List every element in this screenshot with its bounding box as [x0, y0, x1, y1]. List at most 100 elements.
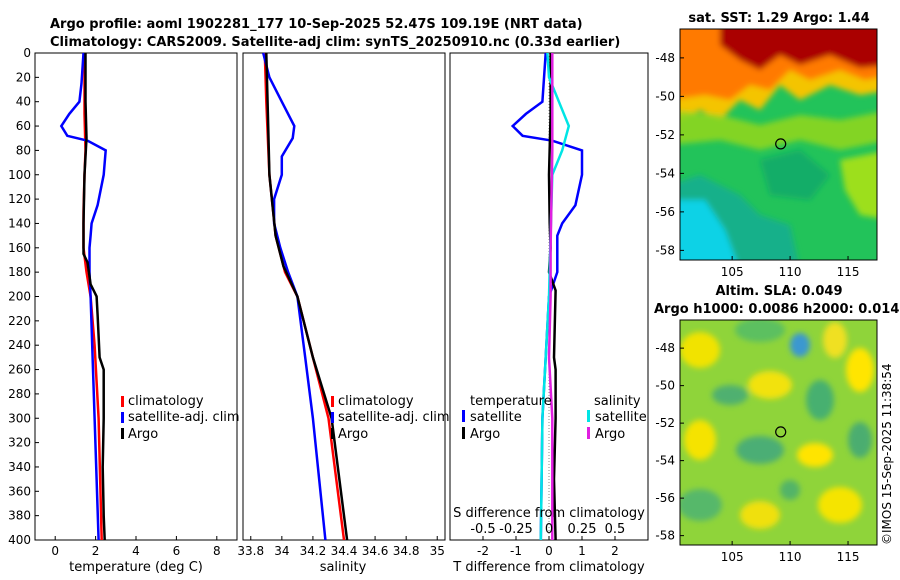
depth-tick-label: 320 — [8, 436, 31, 450]
depth-tick-label: 300 — [8, 411, 31, 425]
s-tick-label: 0.25 — [568, 522, 597, 537]
map-y-tick-label: -54 — [655, 166, 675, 180]
sst-map-panel: sat. SST: 1.29 Argo: 1.44 105 110 115 -48-… — [655, 11, 878, 279]
map-x-tick-label: 105 — [721, 550, 744, 564]
figure-title-line1: Argo profile: aoml 1902281_177 10-Sep-20… — [50, 17, 583, 32]
figure-title-line2: Climatology: CARS2009. Satellite-adj cli… — [50, 35, 620, 50]
sst-map-x-ticks: 105 110 115 — [721, 256, 860, 279]
x-tick-label: -1 — [510, 544, 522, 558]
legend-swatch-argo — [121, 428, 124, 439]
sla-map-x-ticks: 105 110 115 — [721, 541, 860, 564]
map-y-tick-label: -48 — [655, 51, 675, 65]
legend-swatch-satellite — [331, 412, 334, 423]
legend-swatch-s-satellite — [587, 410, 590, 422]
x-tick-label: 1 — [578, 544, 586, 558]
map-x-tick-label: 105 — [721, 265, 744, 279]
x-tick-label: 35 — [430, 544, 445, 558]
map-y-tick-label: -58 — [655, 529, 675, 543]
sst-map-title: sat. SST: 1.29 Argo: 1.44 — [688, 11, 869, 26]
s-tick-label: 0 — [545, 522, 553, 537]
sla-map-image — [680, 320, 877, 545]
depth-tick-label: 240 — [8, 338, 31, 352]
map-y-tick-label: -50 — [655, 89, 675, 103]
x-tick-label: 33.8 — [237, 544, 264, 558]
salinity-axes-frame — [242, 52, 446, 541]
s-tick-label: -0.25 — [499, 522, 533, 537]
x-tick-label: 34.6 — [362, 544, 389, 558]
sla-map-subtitle: Argo h1000: 0.0086 h2000: 0.014 — [654, 302, 899, 317]
legend-label-s-argo: Argo — [595, 427, 625, 442]
depth-tick-label: 180 — [8, 265, 31, 279]
map-y-tick-label: -54 — [655, 454, 675, 468]
x-tick-label: 0 — [51, 544, 59, 558]
depth-tick-label: 400 — [8, 533, 31, 547]
s-difference-label: S difference from climatology — [453, 506, 645, 521]
salinity-argo-line — [547, 53, 554, 540]
x-tick-label: 4 — [132, 544, 140, 558]
difference-panel: -2 -1 0 1 2 T difference from climatology S … — [449, 52, 649, 575]
temperature-x-ticks: 0 2 4 6 8 — [51, 536, 221, 558]
depth-tick-label: 260 — [8, 363, 31, 377]
depth-tick-label: 60 — [16, 119, 31, 133]
argo-line — [265, 52, 349, 541]
depth-tick-label: 280 — [8, 387, 31, 401]
difference-legend-salinity: salinity satellite Argo — [587, 394, 647, 442]
difference-xlabel: T difference from climatology — [452, 560, 645, 575]
depth-tick-label: 160 — [8, 241, 31, 255]
depth-tick-label: 220 — [8, 314, 31, 328]
x-tick-label: 2 — [611, 544, 619, 558]
temperature-argo-line — [547, 53, 557, 541]
argo-float-marker — [775, 138, 787, 150]
imos-credit: ©IMOS 15-Sep-2025 11:38:54 — [880, 363, 894, 545]
map-y-tick-label: -52 — [655, 128, 675, 142]
legend-swatch-t-argo — [462, 427, 465, 439]
s-tick-label: -0.5 — [470, 522, 495, 537]
temperature-xlabel: temperature (deg C) — [69, 560, 203, 575]
sst-map-image — [680, 29, 877, 260]
legend-label-t-argo: Argo — [470, 427, 500, 442]
difference-series — [510, 52, 584, 541]
depth-tick-label: 20 — [16, 70, 31, 84]
x-tick-label: 34 — [274, 544, 289, 558]
x-tick-label: 8 — [213, 544, 221, 558]
legend-swatch-s-argo — [587, 427, 590, 439]
x-tick-label: 6 — [173, 544, 181, 558]
x-tick-label: 0 — [545, 544, 553, 558]
argo-float-marker — [775, 426, 787, 438]
legend-label-argo: Argo — [128, 427, 158, 442]
temperature-panel: 0204060801001201401601802002202402602803… — [8, 46, 240, 575]
map-x-tick-label: 115 — [837, 265, 860, 279]
map-y-tick-label: -56 — [655, 491, 675, 505]
depth-tick-label: 0 — [23, 46, 31, 60]
legend-label-satellite: satellite-adj. clim — [128, 410, 240, 425]
legend-swatch-climatology — [121, 396, 124, 407]
map-y-tick-label: -56 — [655, 205, 675, 219]
sst-map-y-ticks: -48 -50 -52 -54 -56 -58 — [655, 51, 684, 257]
map-y-tick-label: -58 — [655, 243, 675, 257]
map-x-tick-label: 115 — [837, 550, 860, 564]
argo-line — [82, 53, 106, 541]
depth-tick-label: 140 — [8, 216, 31, 230]
depth-tick-label: 100 — [8, 168, 31, 182]
depth-tick-label: 120 — [8, 192, 31, 206]
x-tick-label: 34.4 — [331, 544, 358, 558]
depth-tick-label: 360 — [8, 484, 31, 498]
map-y-tick-label: -50 — [655, 379, 675, 393]
legend-label-t-satellite: satellite — [470, 410, 522, 425]
sst-map-frame — [679, 28, 878, 261]
salinity-xlabel: salinity — [320, 560, 367, 575]
map-y-tick-label: -48 — [655, 341, 675, 355]
depth-tick-label: 380 — [8, 509, 31, 523]
sla-map-panel: Altim. SLA: 0.049 Argo h1000: 0.0086 h20… — [654, 284, 899, 564]
map-x-tick-label: 110 — [779, 265, 802, 279]
legend-label-argo: Argo — [338, 427, 368, 442]
difference-x-ticks: -2 -1 0 1 2 — [477, 536, 619, 558]
satellite-adj-clim-line — [261, 52, 327, 541]
legend-swatch-t-satellite — [462, 410, 465, 422]
legend-label-climatology: climatology — [338, 394, 414, 409]
sla-map-frame — [679, 319, 878, 546]
legend-swatch-climatology — [331, 396, 334, 407]
legend-header-temperature: temperature — [470, 394, 552, 409]
legend-header-salinity: salinity — [594, 394, 641, 409]
